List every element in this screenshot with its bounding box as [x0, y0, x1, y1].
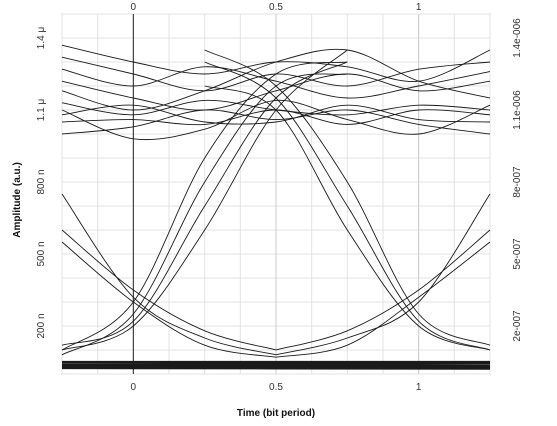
y-tick-label-right: 2e-007 — [512, 310, 523, 342]
y-tick-label-right: 1.1e-006 — [512, 90, 523, 130]
x-axis-label: Time (bit period) — [237, 408, 315, 419]
y-tick-label-left: 500 n — [36, 241, 47, 266]
falling-transition-trace — [61, 241, 277, 358]
y-axis-label: Amplitude (a.u.) — [12, 162, 23, 238]
rising-transition-trace — [61, 73, 348, 356]
y-tick-label-left: 1.4 μ — [36, 27, 47, 50]
y-tick-label-right: 8e-007 — [512, 166, 523, 198]
high-level-trace — [61, 66, 491, 99]
low-level-trace — [61, 366, 491, 370]
y-tick-label-left: 1.1 μ — [36, 99, 47, 122]
trace-group — [61, 44, 491, 370]
high-level-trace — [61, 48, 491, 111]
high-level-trace — [61, 109, 491, 135]
rising-transition-trace — [61, 61, 348, 351]
rising-transition-trace — [61, 61, 348, 346]
y-tick-label-left: 200 n — [36, 313, 47, 338]
falling-transition-trace — [275, 193, 491, 356]
x-tick-label-bottom: 0.5 — [269, 382, 283, 393]
low-level-trace — [61, 365, 491, 369]
x-tick-label-bottom: 1 — [416, 382, 422, 393]
x-tick-label-top: 1 — [416, 2, 422, 13]
high-level-trace — [61, 104, 491, 125]
falling-transition-trace — [275, 229, 491, 351]
high-level-trace — [61, 73, 491, 111]
falling-transition-trace — [204, 49, 491, 346]
y-tick-label-left: 800 n — [36, 169, 47, 194]
falling-transition-trace — [61, 229, 277, 351]
rising-transition-trace — [61, 49, 348, 351]
falling-transition-trace — [275, 241, 491, 358]
x-tick-label-top: 0 — [131, 2, 137, 13]
x-tick-label-top: 0.5 — [269, 2, 283, 13]
falling-transition-trace — [204, 85, 491, 351]
falling-transition-trace — [61, 193, 277, 356]
y-tick-label-right: 1.4e-006 — [512, 18, 523, 58]
high-level-trace — [61, 99, 491, 141]
x-tick-label-bottom: 0 — [131, 382, 137, 393]
tick-labels: 0 0.5 1 0 0.5 1 1.4 μ 1.1 μ 800 n 500 n 200 n 1.4e-… — [36, 2, 523, 393]
y-tick-label-right: 5e-007 — [512, 238, 523, 270]
falling-transition-trace — [204, 61, 491, 351]
low-level-trace — [61, 362, 491, 366]
